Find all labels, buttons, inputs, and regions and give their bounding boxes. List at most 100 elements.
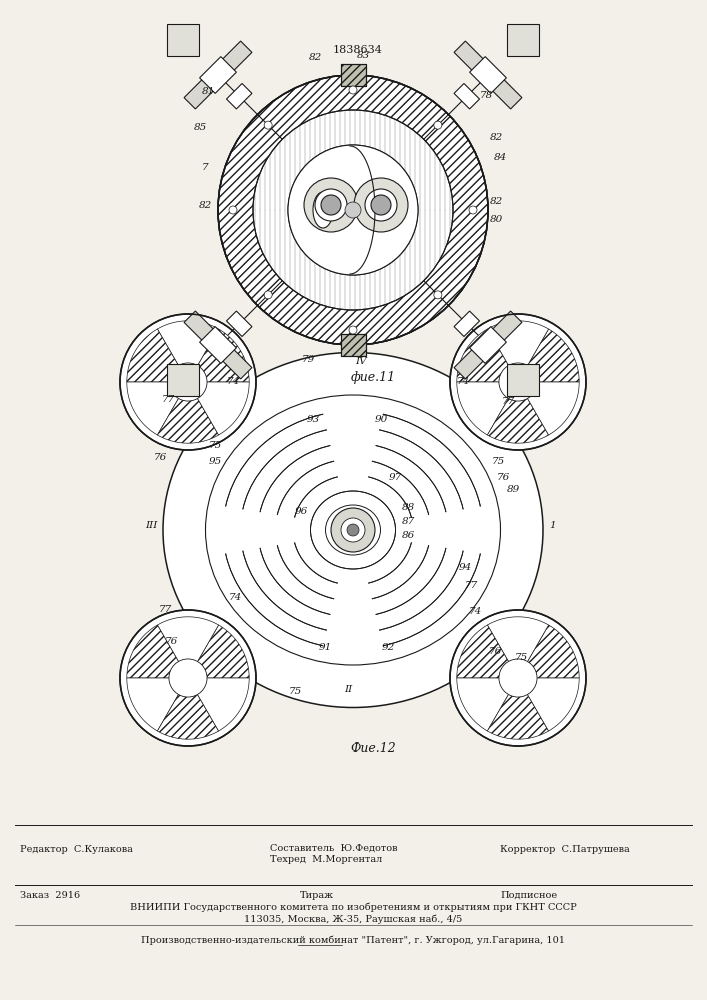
Ellipse shape	[163, 353, 543, 708]
Bar	[226, 311, 252, 337]
Ellipse shape	[258, 443, 448, 617]
Text: 95: 95	[209, 458, 221, 466]
Polygon shape	[188, 678, 249, 731]
Text: Фие.12: Фие.12	[350, 742, 396, 754]
Ellipse shape	[276, 459, 431, 601]
Text: 82: 82	[308, 52, 322, 62]
Text: 1838634: 1838634	[333, 45, 383, 55]
Text: 78: 78	[479, 91, 493, 100]
Text: 77: 77	[158, 605, 172, 614]
Text: 74: 74	[468, 607, 481, 616]
Circle shape	[264, 291, 272, 299]
Circle shape	[169, 659, 207, 697]
Polygon shape	[518, 678, 579, 731]
Ellipse shape	[223, 411, 483, 649]
Text: Тираж: Тираж	[300, 890, 334, 900]
Bar	[184, 41, 252, 109]
Bar	[469, 57, 506, 93]
Text: 74: 74	[226, 377, 240, 386]
Bar	[341, 334, 366, 356]
Polygon shape	[127, 382, 188, 435]
Text: 75: 75	[515, 654, 527, 662]
Polygon shape	[457, 678, 518, 731]
Text: 97: 97	[388, 474, 402, 483]
Text: 91: 91	[318, 644, 332, 652]
Bar	[199, 327, 236, 363]
Circle shape	[347, 524, 359, 536]
Circle shape	[341, 518, 365, 542]
Bar	[226, 83, 252, 109]
Bar	[454, 311, 479, 337]
Bar	[341, 64, 366, 86]
Text: 75: 75	[288, 688, 302, 696]
Polygon shape	[487, 617, 549, 678]
Bar	[454, 41, 522, 109]
Circle shape	[229, 206, 237, 214]
Circle shape	[354, 178, 408, 232]
Text: 79: 79	[301, 356, 315, 364]
Circle shape	[469, 206, 477, 214]
Circle shape	[288, 145, 418, 275]
Text: 77: 77	[161, 395, 175, 404]
Ellipse shape	[310, 491, 395, 569]
Text: 76: 76	[496, 474, 510, 483]
Circle shape	[349, 326, 357, 334]
Polygon shape	[487, 382, 549, 443]
Text: 87: 87	[402, 518, 414, 526]
Polygon shape	[127, 329, 188, 382]
Text: Заказ  2916: Заказ 2916	[20, 890, 80, 900]
Text: 88: 88	[402, 504, 414, 512]
Ellipse shape	[313, 192, 333, 228]
Circle shape	[315, 189, 347, 221]
Circle shape	[434, 291, 442, 299]
Text: Составитель  Ю.Федотов: Составитель Ю.Федотов	[270, 844, 397, 852]
Bar	[508, 364, 539, 396]
Polygon shape	[518, 329, 579, 382]
Text: 82: 82	[489, 132, 503, 141]
Polygon shape	[457, 329, 518, 382]
Text: 113035, Москва, Ж-35, Раушская наб., 4/5: 113035, Москва, Ж-35, Раушская наб., 4/5	[244, 914, 462, 924]
Text: 90: 90	[375, 416, 387, 424]
Polygon shape	[188, 625, 249, 678]
Circle shape	[120, 610, 256, 746]
Text: Производственно-издательский комбинат "Патент", г. Ужгород, ул.Гагарина, 101: Производственно-издательский комбинат "П…	[141, 935, 565, 945]
Text: 80: 80	[489, 216, 503, 225]
Text: фие.11: фие.11	[351, 371, 395, 384]
Polygon shape	[158, 617, 218, 678]
Text: 93: 93	[306, 416, 320, 424]
Polygon shape	[518, 382, 579, 435]
Bar	[341, 334, 366, 356]
Polygon shape	[188, 329, 249, 382]
Circle shape	[120, 314, 256, 450]
Text: 81: 81	[201, 88, 215, 97]
Text: 76: 76	[164, 638, 177, 647]
Bar	[454, 83, 479, 109]
Polygon shape	[188, 382, 249, 435]
Polygon shape	[457, 382, 518, 435]
Text: Редактор  С.Кулакова: Редактор С.Кулакова	[20, 844, 133, 854]
Text: 86: 86	[402, 532, 414, 540]
Circle shape	[345, 202, 361, 218]
Text: 75: 75	[209, 440, 221, 450]
Circle shape	[253, 110, 453, 310]
Text: 1: 1	[549, 520, 556, 530]
Text: IV: IV	[355, 358, 367, 366]
Bar	[508, 24, 539, 56]
Circle shape	[218, 75, 488, 345]
Text: 82: 82	[199, 200, 211, 210]
Polygon shape	[487, 678, 549, 739]
Bar	[199, 57, 236, 93]
Text: III: III	[145, 520, 157, 530]
Ellipse shape	[325, 505, 380, 555]
Bar	[167, 24, 199, 56]
Circle shape	[434, 121, 442, 129]
Circle shape	[371, 195, 391, 215]
Text: 77: 77	[464, 580, 478, 589]
Polygon shape	[127, 678, 188, 731]
Text: ВНИИПИ Государственного комитета по изобретениям и открытиям при ГКНТ СССР: ВНИИПИ Государственного комитета по изоб…	[129, 902, 576, 912]
Polygon shape	[487, 321, 549, 382]
Circle shape	[365, 189, 397, 221]
Text: 84: 84	[493, 153, 507, 162]
Text: Подписное: Подписное	[500, 890, 557, 900]
Text: 76: 76	[489, 648, 502, 656]
